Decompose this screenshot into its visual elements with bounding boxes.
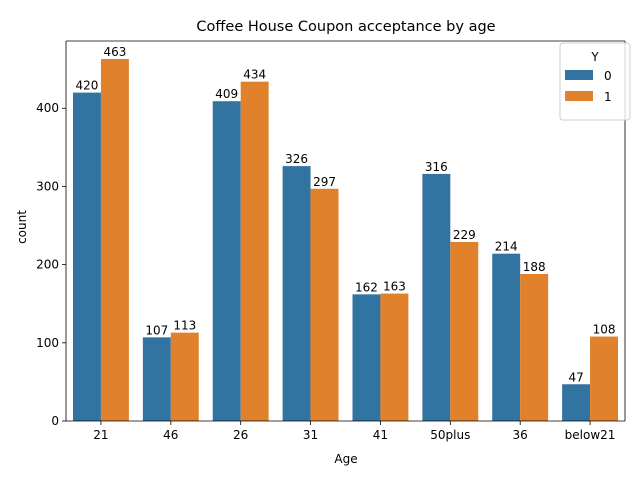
bar-31-y0 [282,166,311,421]
y-tick-label: 400 [36,101,59,115]
bar-41-y0 [352,294,381,421]
chart-title: Coffee House Coupon acceptance by age [196,19,495,35]
bar-26-y1 [240,81,269,421]
legend-swatch-1 [565,91,593,101]
bar-value-label: 108 [593,323,616,337]
bar-value-label: 229 [453,228,476,242]
bar-31-y1 [310,188,339,421]
bar-36-y1 [520,274,549,421]
bar-below21-y1 [590,336,619,421]
y-tick-label: 300 [36,179,59,193]
bar-value-label: 162 [355,280,378,294]
y-tick-label: 100 [36,336,59,350]
bar-21-y1 [100,58,129,421]
bar-value-label: 409 [215,87,238,101]
bar-value-label: 316 [425,160,448,174]
bar-46-y1 [170,332,199,421]
y-axis-label: count [15,210,29,244]
bar-below21-y0 [562,384,591,421]
y-tick-label: 0 [51,414,59,428]
bar-41-y1 [380,293,409,421]
bar-value-label: 297 [313,175,336,189]
bar-value-label: 47 [568,370,583,384]
bar-value-label: 214 [495,240,518,254]
x-axis-label: Age [334,452,357,466]
bar-50plus-y1 [450,241,479,421]
bar-value-label: 420 [76,79,99,93]
bar-value-label: 163 [383,280,406,294]
legend: Y 0 1 [559,42,631,121]
legend-swatch-0 [565,70,593,80]
bar-value-label: 434 [243,68,266,82]
x-tick-label: 21 [93,428,108,442]
y-tick-label: 200 [36,258,59,272]
bar-value-label: 113 [173,319,196,333]
bar-50plus-y0 [422,173,451,421]
bar-value-label: 463 [103,45,126,59]
legend-label-0: 0 [604,69,612,83]
legend-label-1: 1 [604,90,612,104]
bar-value-label: 188 [523,260,546,274]
x-tick-label: 26 [233,428,248,442]
x-tick-label: 50plus [430,428,470,442]
x-tick-label: 31 [303,428,318,442]
legend-title: Y [590,50,599,64]
x-tick-label: below21 [565,428,616,442]
bar-value-label: 107 [145,323,168,337]
bar-46-y0 [142,337,171,421]
x-tick-label: 36 [513,428,528,442]
x-tick-label: 46 [163,428,178,442]
bar-36-y0 [492,253,521,421]
x-tick-label: 41 [373,428,388,442]
bar-value-label: 326 [285,152,308,166]
bar-21-y0 [72,92,101,422]
bar-26-y0 [212,101,241,422]
